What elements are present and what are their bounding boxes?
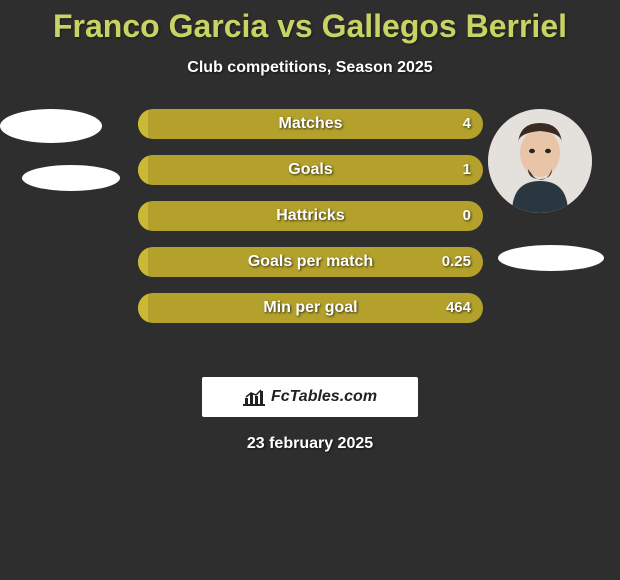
stat-bar-label: Min per goal xyxy=(138,293,483,323)
stat-bar-value-right: 4 xyxy=(463,109,471,139)
stat-bar-row: Min per goal464 xyxy=(138,293,483,323)
subtitle: Club competitions, Season 2025 xyxy=(0,59,620,77)
brand-text: FcTables.com xyxy=(271,388,377,406)
stat-bar-row: Hattricks0 xyxy=(138,201,483,231)
stat-bar-label: Matches xyxy=(138,109,483,139)
player-left-avatar-placeholder xyxy=(0,109,102,143)
stat-bars: Matches4Goals1Hattricks0Goals per match0… xyxy=(138,109,483,339)
player-left-shadow xyxy=(22,165,120,191)
stat-bar-value-right: 0 xyxy=(463,201,471,231)
stat-bar-label: Hattricks xyxy=(138,201,483,231)
comparison-container: Matches4Goals1Hattricks0Goals per match0… xyxy=(0,109,620,143)
brand-badge: FcTables.com xyxy=(202,377,418,417)
stat-bar-row: Matches4 xyxy=(138,109,483,139)
stat-bar-value-right: 464 xyxy=(446,293,471,323)
stat-bar-label: Goals xyxy=(138,155,483,185)
brand-chart-icon xyxy=(243,388,265,406)
stat-bar-value-right: 0.25 xyxy=(442,247,471,277)
page-title: Franco Garcia vs Gallegos Berriel xyxy=(0,0,620,45)
player-right-avatar xyxy=(488,109,592,213)
player-right-shadow xyxy=(498,245,604,271)
date-label: 23 february 2025 xyxy=(0,435,620,453)
stat-bar-label: Goals per match xyxy=(138,247,483,277)
stat-bar-value-right: 1 xyxy=(463,155,471,185)
stat-bar-row: Goals per match0.25 xyxy=(138,247,483,277)
stat-bar-row: Goals1 xyxy=(138,155,483,185)
